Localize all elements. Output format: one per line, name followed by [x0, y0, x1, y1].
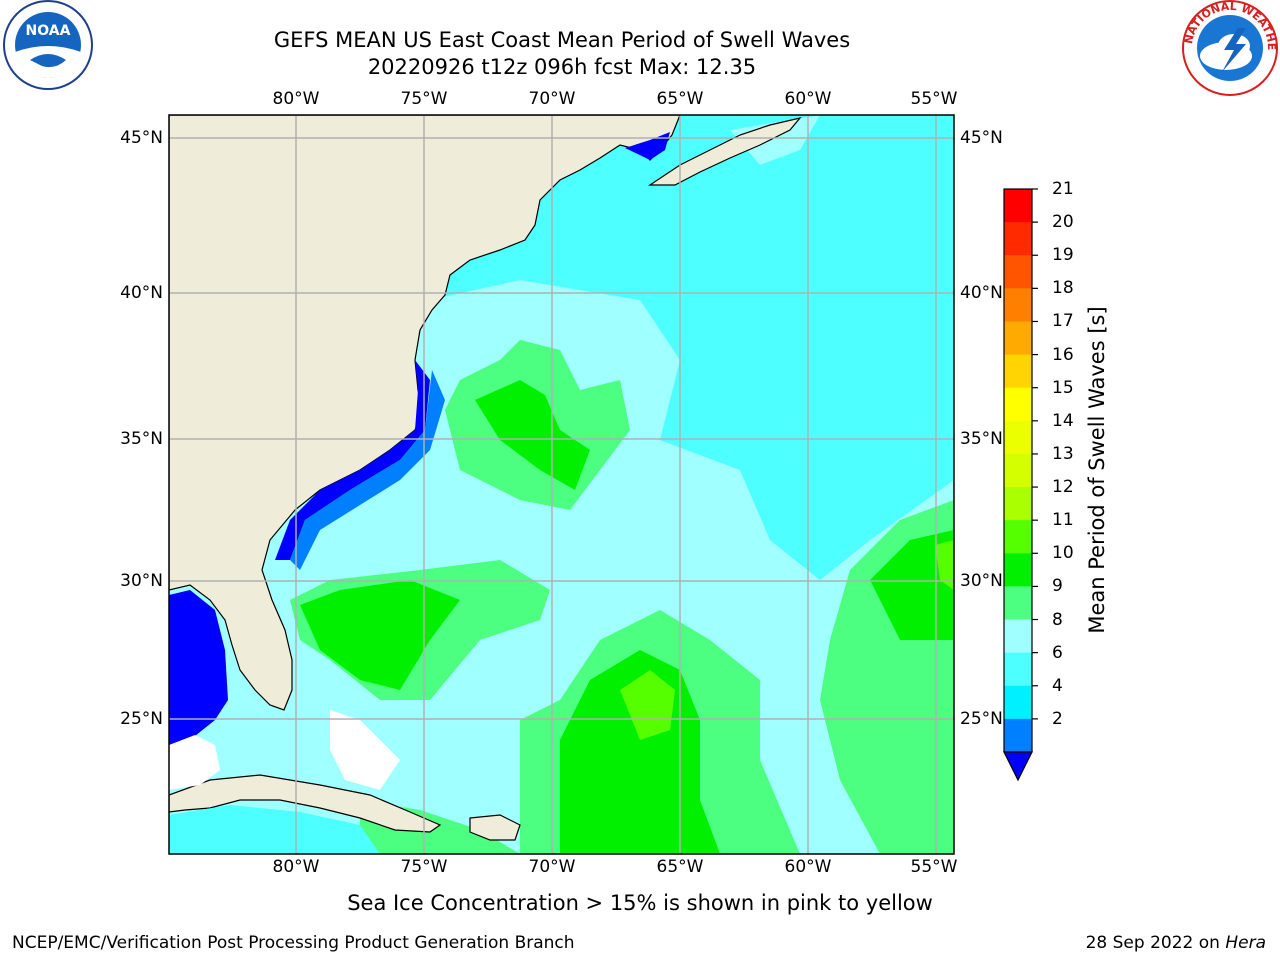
- colorbar-tick-label: 11: [1052, 510, 1074, 531]
- lon-label-top: 60°W: [784, 89, 832, 109]
- colorbar-segment: [1004, 619, 1032, 654]
- credit-date: 28 Sep 2022 on: [1085, 933, 1226, 953]
- lat-label-left: 45°N: [120, 128, 163, 148]
- colorbar-segment: [1004, 255, 1032, 289]
- colorbar-tick-label: 19: [1052, 245, 1074, 266]
- lon-label-bottom: 55°W: [910, 857, 958, 877]
- colorbar-segment: [1004, 354, 1032, 389]
- map-plot-area: [169, 115, 954, 854]
- colorbar-segment: [1004, 453, 1032, 488]
- colorbar-tick-label: 21: [1052, 179, 1074, 199]
- colorbar-segment: [1004, 387, 1032, 422]
- colorbar-tick-label: 14: [1052, 410, 1074, 431]
- colorbar-segment: [1004, 586, 1032, 621]
- lon-label-top: 75°W: [400, 89, 448, 109]
- lat-label-left: 35°N: [120, 429, 163, 449]
- swell-region-11-12s-central: [620, 670, 675, 740]
- colorbar-tick-label: 20: [1052, 212, 1074, 233]
- lon-label-bottom: 70°W: [528, 857, 576, 877]
- colorbar-tick-label: 15: [1052, 377, 1074, 398]
- lat-label-left: 30°N: [120, 571, 163, 591]
- sea-ice-note: Sea Ice Concentration > 15% is shown in …: [347, 891, 933, 915]
- swell-region-10-11s-west: [300, 580, 460, 690]
- map-frame: [168, 114, 955, 855]
- credit-machine: Hera: [1225, 933, 1266, 953]
- colorbar-segment: [1004, 718, 1032, 753]
- swell-region-2-4s-coast: [275, 360, 430, 560]
- colorbar-tick-label: 4: [1052, 675, 1063, 696]
- lat-label-left: 40°N: [120, 283, 163, 303]
- colorbar-label: Mean Period of Swell Waves [s]: [1085, 306, 1109, 634]
- lat-label-right: 35°N: [960, 429, 1003, 449]
- colorbar-tick-label: 2: [1052, 708, 1063, 729]
- colorbar-tick-label: 8: [1052, 609, 1063, 630]
- lat-label-left: 25°N: [120, 709, 163, 729]
- svg-text:NATIONAL WEATHER SERVICE: NATIONAL WEATHER SERVICE: [0, 0, 1278, 50]
- colorbar-segment: [1004, 288, 1032, 322]
- chart-subtitle: 20220926 t12z 096h fcst Max: 12.35: [367, 55, 757, 79]
- lon-label-top: 55°W: [910, 89, 958, 109]
- colorbar-extend-triangle: [1003, 751, 1033, 782]
- swell-region-white-missing-gulf: [169, 735, 220, 790]
- lat-label-right: 25°N: [960, 709, 1003, 729]
- lon-label-bottom: 75°W: [400, 857, 448, 877]
- colorbar-tick-label: 9: [1052, 576, 1063, 597]
- lon-label-top: 70°W: [528, 89, 576, 109]
- lon-label-bottom: 80°W: [272, 857, 320, 877]
- swell-region-2-4s-bay-of-fundy: [625, 132, 670, 160]
- swell-region-11-12s-east: [935, 540, 954, 590]
- lon-label-top: 65°W: [656, 89, 704, 109]
- colorbar-tick-label: 18: [1052, 278, 1074, 299]
- swell-region-bahamas-white: [330, 710, 400, 790]
- colorbar-tick-label: 6: [1052, 642, 1063, 663]
- colorbar-segment: [1004, 487, 1032, 521]
- colorbar-tick-label: 12: [1052, 477, 1074, 498]
- swell-region-10-11s-north: [475, 380, 590, 490]
- swell-region-4-6s-coast: [290, 370, 445, 570]
- colorbar-tick-label: 13: [1052, 443, 1074, 464]
- lat-label-right: 30°N: [960, 571, 1003, 591]
- lon-label-bottom: 65°W: [656, 857, 704, 877]
- swell-region-4-6s-gulf: [169, 805, 380, 854]
- colorbar-segment: [1004, 520, 1032, 554]
- lon-label-bottom: 60°W: [784, 857, 832, 877]
- colorbar: [1003, 188, 1038, 782]
- land-nova-scotia: [648, 117, 802, 186]
- colorbar-tick-label: 16: [1052, 344, 1074, 365]
- swell-region-8-9s-gulf: [730, 115, 820, 165]
- chart-title: GEFS MEAN US East Coast Mean Period of S…: [273, 28, 851, 52]
- colorbar-tick-label: 17: [1052, 311, 1074, 332]
- colorbar-tick-label: 10: [1052, 543, 1074, 564]
- svg-text:NOAA: NOAA: [26, 23, 71, 39]
- lat-label-right: 40°N: [960, 283, 1003, 303]
- land-cuba: [169, 774, 442, 833]
- colorbar-segment: [1004, 222, 1032, 256]
- colorbar-frame: [1003, 188, 1033, 753]
- colorbar-segment: [1004, 189, 1032, 223]
- lon-label-top: 80°W: [272, 89, 320, 109]
- land-hispaniola: [469, 814, 521, 841]
- colorbar-segment: [1004, 685, 1032, 720]
- noaa-logo: NOAA: [3, 0, 93, 90]
- swell-region-10-11s-east: [870, 530, 954, 640]
- colorbar-segment: [1004, 553, 1032, 587]
- credit-right: 28 Sep 2022 on Hera: [1086, 933, 1266, 953]
- nws-logo: NATIONAL WEATHER SERVICE: [0, 0, 1278, 96]
- colorbar-segment: [1004, 652, 1032, 687]
- swell-region-2-4s-gulf: [169, 590, 228, 745]
- lat-label-right: 45°N: [960, 128, 1003, 148]
- colorbar-segment: [1004, 420, 1032, 455]
- map-gridlines: [169, 115, 954, 854]
- colorbar-segment: [1004, 321, 1032, 356]
- credit-left: NCEP/EMC/Verification Post Processing Pr…: [12, 933, 575, 953]
